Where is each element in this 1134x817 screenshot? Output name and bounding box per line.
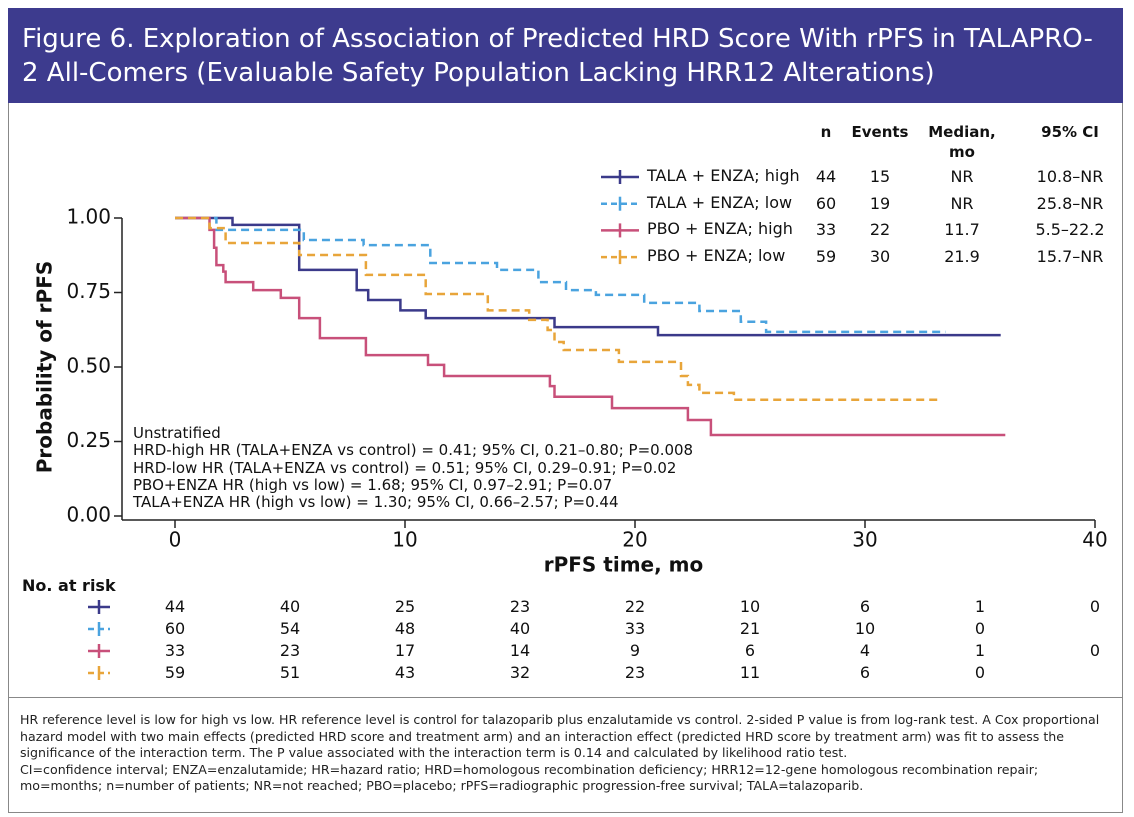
x-tick-label: 30 [852,528,877,552]
x-tick-label: 40 [1082,528,1107,552]
table-cell: 15 [869,167,891,186]
at-risk-count: 9 [629,641,641,660]
at-risk-count: 40 [509,619,531,638]
at-risk-count: 33 [164,641,186,660]
at-risk-count: 23 [509,597,531,616]
table-cell: 5.5–22.2 [1035,220,1105,240]
footnote: CI=confidence interval; ENZA=enzalutamid… [20,761,1039,794]
y-tick-label: 0.75 [66,279,111,303]
table-cell: 21.9 [944,247,980,267]
y-axis-label: Probability of rPFS [33,261,57,474]
at-risk-count: 6 [859,663,871,682]
table-cell: NR [950,167,974,186]
at-risk-count: 14 [509,641,531,660]
at-risk-count: 43 [394,663,416,682]
legend-label: PBO + ENZA; low [647,246,786,266]
at-risk-count: 0 [974,619,986,638]
table-cell: 15.7–NR [1036,247,1104,267]
at-risk-count: 4 [859,641,871,660]
table-cell: 30 [869,247,891,267]
annotation: Unstratified [133,424,221,442]
risk-title: No. at risk [22,576,116,595]
at-risk-count: 54 [279,619,301,638]
km-curve [175,216,946,334]
y-tick-label: 0.25 [66,428,111,452]
table-header: Median, mo [928,123,996,161]
at-risk-count: 23 [624,663,646,682]
annotation: TALA+ENZA HR (high vs low) = 1.30; 95% C… [133,493,619,512]
table-cell: 25.8–NR [1036,193,1104,213]
y-tick-label: 0.50 [66,354,111,378]
at-risk-count: 6 [859,597,871,616]
km-curve [175,216,941,402]
at-risk-count: 0 [1089,641,1101,660]
table-header: n [820,123,832,141]
x-tick-label: 20 [622,528,647,552]
at-risk-count: 10 [854,619,876,638]
y-tick-label: 1.00 [66,205,111,229]
table-cell: 10.8–NR [1036,167,1104,186]
annotation: HRD-high HR (TALA+ENZA vs control) = 0.4… [133,441,694,460]
x-axis-label: rPFS time, mo [544,553,704,577]
annotation: HRD-low HR (TALA+ENZA vs control) = 0.51… [133,458,677,477]
at-risk-count: 33 [624,619,646,638]
at-risk-count: 48 [394,619,416,638]
at-risk-count: 59 [164,663,186,682]
at-risk-count: 44 [164,597,186,616]
y-tick-label: 0.00 [66,503,111,527]
at-risk-count: 60 [164,619,186,638]
table-cell: 22 [869,220,891,240]
table-cell: 19 [869,193,891,213]
table-header: Events [851,123,909,141]
at-risk-count: 23 [279,641,301,660]
footnotes: HR reference level is low for high vs lo… [20,712,1115,795]
at-risk-count: 51 [279,663,301,682]
at-risk-count: 1 [974,597,986,616]
table-cell: 33 [815,220,837,240]
legend-label: TALA + ENZA; low [647,192,793,212]
footnote: HR reference level is low for high vs lo… [20,712,1100,760]
at-risk-count: 0 [974,663,986,682]
at-risk-count: 10 [739,597,761,616]
table-cell: NR [950,193,974,213]
chart-title: Figure 6. Exploration of Association of … [8,8,1123,103]
x-tick-label: 10 [392,528,417,552]
at-risk-count: 32 [509,663,531,682]
table-cell: 11.7 [944,220,980,240]
table-cell: 44 [815,167,837,186]
legend-label: PBO + ENZA; high [647,219,793,239]
at-risk-count: 1 [974,641,986,660]
at-risk-count: 17 [394,641,416,660]
table-cell: 59 [815,247,837,267]
at-risk-count: 0 [1089,597,1101,616]
annotation: PBO+ENZA HR (high vs low) = 1.68; 95% CI… [133,475,613,494]
at-risk-count: 22 [624,597,646,616]
legend-label: TALA + ENZA; high [647,166,800,185]
at-risk-count: 21 [739,619,761,638]
divider [8,697,1123,698]
x-tick-label: 0 [169,528,182,552]
km-curve [175,216,1001,337]
at-risk-count: 11 [739,663,761,682]
at-risk-count: 40 [279,597,301,616]
at-risk-count: 6 [744,641,756,660]
at-risk-count: 25 [394,597,416,616]
km-curve [175,216,1006,437]
table-header: 95% CI [1041,123,1099,141]
table-cell: 60 [815,193,837,213]
